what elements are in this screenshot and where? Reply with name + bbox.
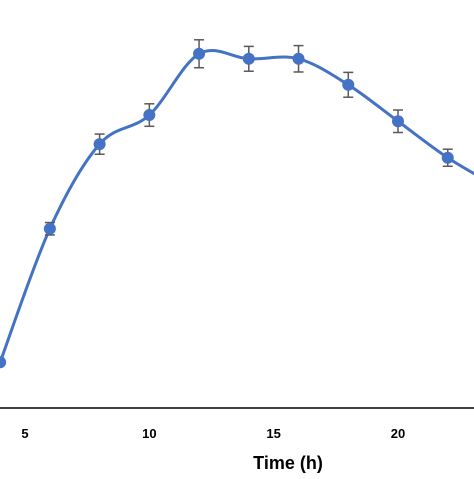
data-point xyxy=(392,115,404,128)
data-point xyxy=(93,138,106,151)
series-layer xyxy=(0,39,474,369)
data-point xyxy=(0,356,7,369)
x-axis-ticks: 5 10 15 20 xyxy=(21,426,405,441)
data-point xyxy=(193,47,206,60)
data-point xyxy=(242,52,255,65)
x-tick-label: 10 xyxy=(142,426,156,441)
x-tick-label: 20 xyxy=(391,426,405,441)
x-tick-label: 5 xyxy=(21,426,28,441)
data-point xyxy=(441,151,454,164)
data-point xyxy=(43,222,56,235)
data-point xyxy=(292,52,305,65)
x-tick-label: 15 xyxy=(266,426,280,441)
series-line xyxy=(0,48,474,363)
data-point xyxy=(143,109,156,122)
x-axis-title: Time (h) xyxy=(253,453,323,473)
data-point xyxy=(342,78,355,91)
